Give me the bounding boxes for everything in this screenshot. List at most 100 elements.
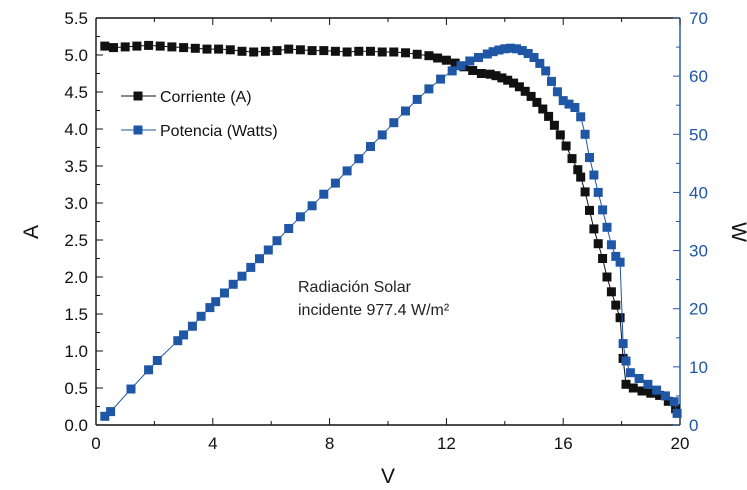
point-potencia [237, 271, 247, 281]
point-corriente [132, 41, 142, 51]
point-corriente [646, 388, 656, 398]
point-corriente [450, 58, 460, 68]
y-left-tick-label: 5.0 [64, 46, 88, 65]
point-potencia [255, 254, 264, 264]
point-corriente [538, 104, 548, 114]
point-corriente [585, 205, 594, 215]
point-potencia [589, 170, 599, 180]
point-potencia [618, 339, 628, 349]
point-corriente [155, 41, 165, 51]
point-corriente [549, 120, 559, 130]
y-right-tick-label: 30 [689, 242, 708, 261]
point-corriente [615, 313, 625, 323]
point-potencia [179, 330, 189, 340]
legend-label-corriente: Corriente (A) [160, 89, 252, 106]
point-corriente [567, 154, 577, 164]
point-corriente [284, 44, 294, 54]
y-left-tick-label: 4.0 [64, 120, 88, 139]
point-corriente [167, 42, 177, 52]
point-potencia [611, 251, 621, 261]
point-corriente [330, 46, 340, 56]
point-potencia [295, 212, 305, 222]
point-potencia [564, 99, 574, 109]
point-potencia [643, 379, 653, 389]
point-potencia [106, 407, 116, 417]
point-potencia [377, 130, 387, 140]
y-right-tick-label: 50 [689, 125, 708, 144]
point-potencia [126, 384, 136, 394]
point-potencia [615, 257, 625, 267]
x-tick-label: 16 [554, 434, 573, 453]
point-corriente [628, 383, 638, 393]
point-corriente [100, 41, 110, 51]
point-potencia [660, 391, 670, 401]
point-potencia [152, 356, 162, 365]
point-potencia [535, 58, 545, 68]
point-potencia [205, 303, 215, 313]
point-potencia [552, 87, 562, 97]
y-right-tick-label: 60 [689, 67, 708, 86]
y-right-tick-label: 20 [689, 300, 708, 319]
point-corriente [606, 287, 616, 297]
y-left-tick-label: 2.5 [64, 231, 88, 250]
point-potencia [669, 397, 679, 407]
point-potencia [342, 166, 352, 176]
point-corriente [637, 386, 647, 396]
point-corriente [354, 46, 364, 56]
point-potencia [220, 288, 229, 298]
point-corriente [249, 47, 259, 57]
legend-marker-potencia [133, 125, 143, 135]
point-corriente [561, 141, 571, 151]
legend-label-potencia: Potencia (Watts) [160, 123, 278, 140]
point-potencia [488, 47, 498, 57]
point-corriente [621, 379, 631, 389]
point-corriente [514, 82, 524, 92]
point-potencia [246, 262, 256, 272]
point-potencia [436, 74, 446, 84]
point-potencia [100, 411, 110, 421]
point-potencia [558, 96, 568, 106]
point-corriente [580, 187, 590, 197]
point-corriente [225, 45, 235, 55]
x-axis-label: V [381, 465, 395, 488]
point-potencia [598, 205, 608, 215]
point-corriente [389, 47, 399, 57]
y-right-tick-label: 70 [689, 9, 708, 28]
data-series [100, 40, 682, 421]
y-right-tick-label: 10 [689, 358, 708, 377]
point-corriente [485, 69, 495, 79]
point-corriente [611, 300, 621, 310]
point-corriente [260, 46, 270, 56]
point-potencia [187, 321, 197, 331]
point-corriente [497, 73, 507, 83]
x-tick-label: 8 [325, 434, 334, 453]
point-corriente [520, 86, 530, 96]
point-potencia [652, 385, 662, 395]
point-potencia [307, 201, 317, 211]
point-corriente [663, 396, 673, 406]
point-potencia [447, 66, 457, 76]
point-potencia [500, 44, 510, 54]
point-potencia [672, 408, 682, 418]
point-potencia [517, 46, 527, 56]
point-corriente [319, 46, 329, 56]
point-potencia [366, 142, 375, 151]
point-potencia [482, 49, 492, 59]
x-tick-label: 12 [437, 434, 456, 453]
point-corriente [598, 254, 608, 263]
point-corriente [476, 69, 486, 78]
point-potencia [506, 43, 516, 53]
point-potencia [389, 118, 399, 128]
point-potencia [606, 240, 616, 250]
annotation: Radiación Solar incidente 977.4 W/m² [298, 279, 450, 319]
point-potencia [173, 336, 183, 346]
point-potencia [523, 49, 533, 58]
point-potencia [272, 236, 282, 246]
point-potencia [456, 61, 466, 71]
point-corriente [573, 165, 583, 175]
point-corriente [342, 47, 352, 57]
y-left-tick-label: 3.5 [64, 157, 88, 176]
point-potencia [319, 189, 329, 199]
point-corriente [589, 224, 599, 234]
point-corriente [237, 46, 247, 56]
